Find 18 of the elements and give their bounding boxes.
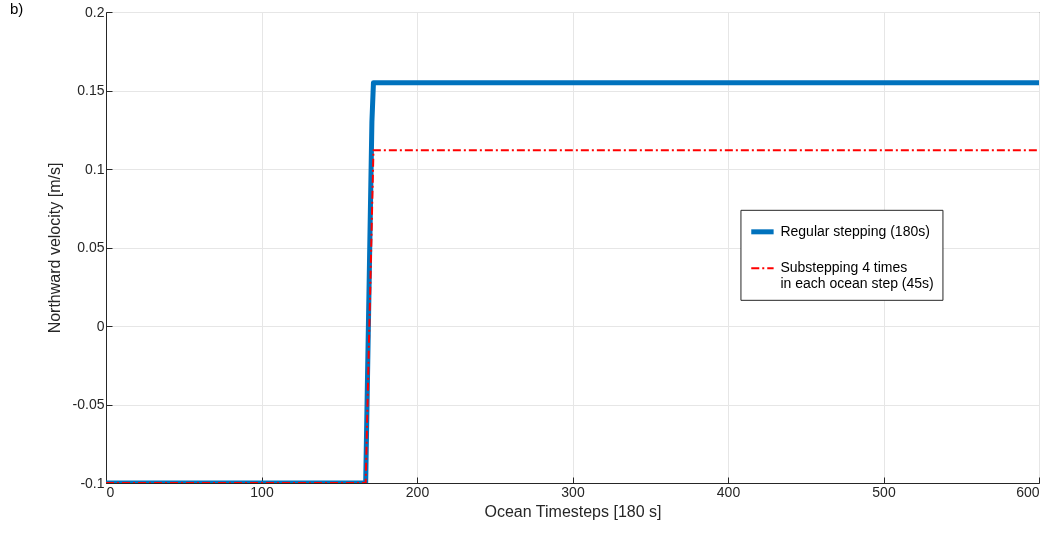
y-tick-label: -0.1 [80,474,105,491]
legend-label: Regular stepping (180s) [780,222,930,239]
y-axis-title: Northward velocity [m/s] [45,162,63,334]
x-tick-label: 100 [250,483,274,500]
x-tick-label: 200 [405,483,430,500]
x-axis-title: Ocean Timesteps [180 s] [484,502,662,520]
y-tick-label: 0.15 [77,82,105,98]
y-tick-label: 0.2 [85,3,105,20]
x-tick-label: 400 [716,483,741,500]
x-tick-label: 300 [561,483,585,500]
x-tick-label: 600 [1016,483,1040,500]
chart-title: b) [10,0,24,17]
y-tick-label: 0 [96,317,105,334]
x-tick-label: 500 [872,483,896,500]
y-tick-label: 0.1 [85,160,105,177]
y-tick-label: 0.05 [77,239,105,255]
legend-label: Substepping 4 times in each ocean step (45s) [780,259,934,292]
y-tick-label: -0.05 [72,396,105,412]
